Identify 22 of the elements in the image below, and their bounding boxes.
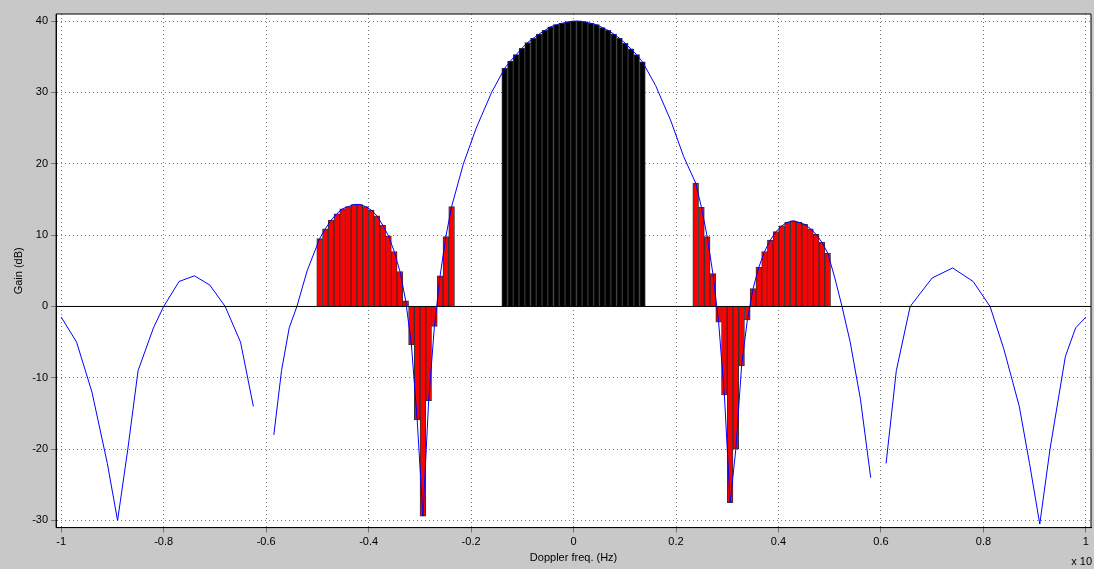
x-tick-label: 0.2 [668, 535, 684, 548]
y-tick-label: 20 [35, 156, 49, 169]
y-tick-label: -20 [32, 442, 49, 455]
x-tick-label: 1 [1082, 535, 1089, 548]
x-tick-label: -1 [56, 535, 67, 548]
x-tick-label: 0 [570, 535, 577, 548]
x-tick-label: 0.6 [873, 535, 889, 548]
x-tick-label: -0.6 [256, 535, 276, 548]
x-tick-label: -0.8 [154, 535, 174, 548]
x-axis-title: Doppler freq. (Hz) [529, 551, 618, 564]
x-tick-label: 0.8 [975, 535, 992, 548]
y-tick-label: 40 [35, 14, 49, 27]
y-tick-label: 0 [41, 299, 49, 312]
y-tick-label: 30 [35, 85, 49, 98]
y-tick-label: -10 [32, 370, 49, 383]
text: x 10 [1071, 554, 1092, 567]
y-axis-title: Gain (dB) [11, 247, 24, 295]
x-tick-label: -0.2 [461, 535, 481, 548]
y-tick-label: 10 [35, 228, 49, 241]
y-tick-label: -30 [32, 513, 49, 526]
x-tick-label: 0.4 [770, 535, 787, 548]
x-tick-label: -0.4 [359, 535, 379, 548]
